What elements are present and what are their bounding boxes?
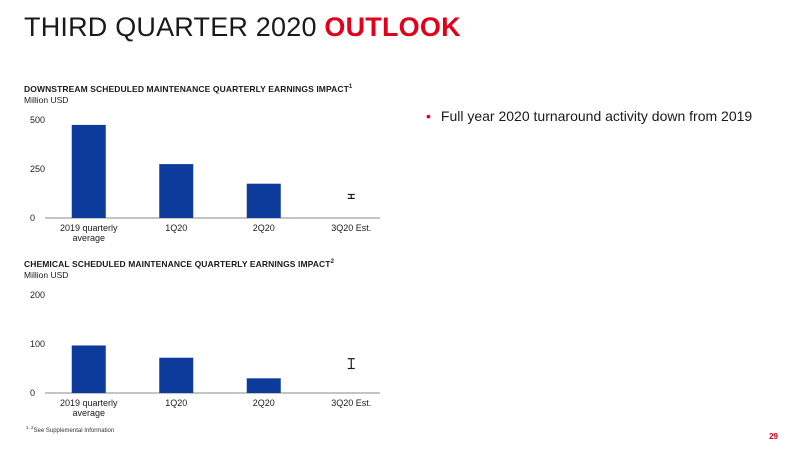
downstream-chart-unit: Million USD bbox=[24, 95, 69, 105]
downstream-title-sup: 1 bbox=[348, 84, 353, 91]
bullet-dot-icon: • bbox=[426, 108, 431, 124]
page-number: 29 bbox=[769, 432, 778, 441]
chemical-ytick-label: 200 bbox=[30, 290, 45, 300]
slide-title: THIRD QUARTER 2020 OUTLOOK bbox=[24, 12, 461, 43]
chemical-bar bbox=[71, 345, 106, 393]
outlook-bullet: • Full year 2020 turnaround activity down… bbox=[426, 108, 752, 124]
chemical-ytick-label: 100 bbox=[30, 339, 45, 349]
chemical-category-label: 3Q20 Est. bbox=[331, 398, 371, 408]
title-accent: OUTLOOK bbox=[324, 12, 461, 42]
chemical-title-sup: 2 bbox=[330, 259, 335, 266]
downstream-category-label: 2Q20 bbox=[253, 223, 275, 233]
downstream-ytick-label: 500 bbox=[30, 115, 45, 125]
chemical-bar-chart: 0 100 200 2019 quarterly average 1Q20 2Q20 3Q20… bbox=[30, 290, 380, 418]
downstream-bar bbox=[71, 124, 106, 218]
footnote-sup: 1, 2 bbox=[26, 425, 34, 430]
chemical-category-label: 2019 quarterly average bbox=[60, 398, 118, 418]
footnote-text: See Supplemental Information bbox=[33, 428, 115, 434]
downstream-chart: DOWNSTREAM SCHEDULED MAINTENANCE QUARTER… bbox=[24, 84, 404, 243]
downstream-bar bbox=[159, 164, 194, 218]
chemical-chart-title: CHEMICAL SCHEDULED MAINTENANCE QUARTERLY… bbox=[24, 259, 335, 269]
downstream-bar-chart: 0 250 500 2019 quarterly average 1Q20 2Q20 3Q20… bbox=[30, 115, 380, 243]
downstream-chart-title: DOWNSTREAM SCHEDULED MAINTENANCE QUARTER… bbox=[24, 84, 353, 94]
chemical-chart-unit: Million USD bbox=[24, 270, 69, 280]
chemical-category-label: 1Q20 bbox=[165, 398, 187, 408]
downstream-estimate-range bbox=[347, 193, 355, 200]
chemical-bar bbox=[246, 378, 281, 393]
downstream-category-label: 1Q20 bbox=[165, 223, 187, 233]
title-main: THIRD QUARTER 2020 bbox=[24, 12, 325, 42]
chemical-chart: CHEMICAL SCHEDULED MAINTENANCE QUARTERLY… bbox=[24, 259, 404, 418]
chemical-category-label: 2Q20 bbox=[253, 398, 275, 408]
downstream-category-label: 2019 quarterly average bbox=[60, 223, 118, 243]
bullet-text: Full year 2020 turnaround activity down … bbox=[440, 108, 753, 124]
downstream-bar bbox=[246, 183, 281, 218]
chemical-ytick-label: 0 bbox=[30, 388, 35, 398]
downstream-category-label: 3Q20 Est. bbox=[331, 223, 371, 233]
chemical-estimate-range bbox=[347, 358, 355, 370]
footnote: 1, 2See Supplemental Information bbox=[26, 425, 114, 434]
downstream-ytick-label: 0 bbox=[30, 213, 35, 223]
downstream-ytick-label: 250 bbox=[30, 164, 45, 174]
chemical-bar bbox=[159, 357, 194, 393]
